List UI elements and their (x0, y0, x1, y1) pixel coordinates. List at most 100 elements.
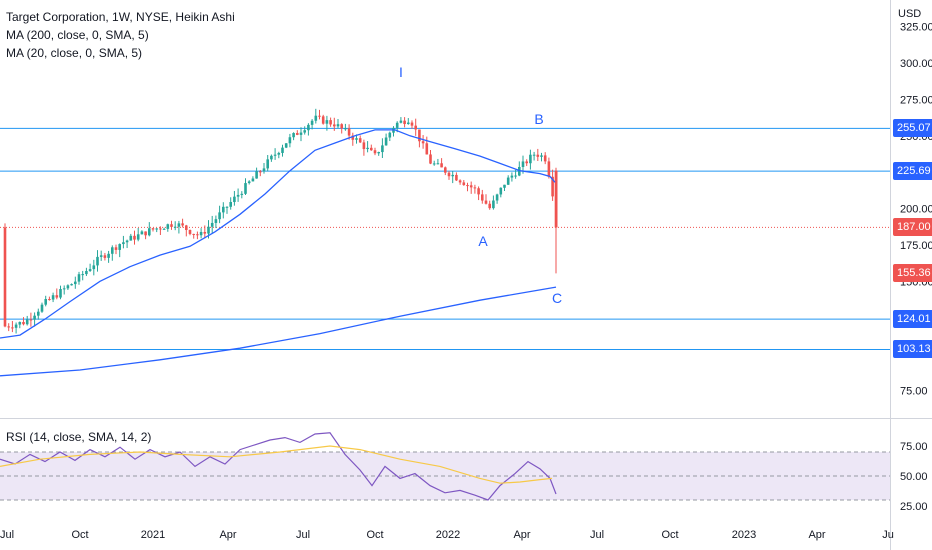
candle-body (525, 161, 528, 164)
rsi-legend: RSI (14, close, SMA, 14, 2) (6, 428, 151, 446)
candle-body (355, 138, 358, 140)
candle-body (540, 155, 543, 157)
candle-body (447, 172, 451, 177)
candle-body (136, 234, 140, 240)
candle-body (255, 171, 258, 179)
candle-body (503, 184, 506, 188)
candle-body (177, 223, 181, 227)
candle-body (532, 154, 536, 156)
wave-label-A: A (478, 233, 488, 249)
candle-body (151, 228, 155, 230)
candle-body (170, 224, 173, 227)
candle-body (321, 116, 325, 124)
candle-body (336, 124, 340, 127)
candle-body (96, 256, 99, 266)
candle-body (155, 228, 158, 230)
candle-body (7, 326, 10, 328)
candle-body (25, 319, 29, 325)
time-tick-label: Ju (882, 529, 894, 541)
candle-body (340, 124, 343, 129)
candle-body (51, 295, 55, 300)
candle-body (329, 120, 332, 125)
candle-body (188, 229, 192, 234)
candle-body (277, 152, 281, 155)
candle-body (62, 288, 66, 290)
candle-body (484, 200, 488, 204)
time-tick-label: Apr (219, 529, 236, 541)
candle-body (37, 311, 40, 316)
candle-body (273, 154, 277, 156)
time-axis[interactable]: Jul Oct 2021 Apr Jul Oct 2022 Apr Jul Oct 2023 Apr J… (0, 520, 894, 550)
time-tick-label: 2021 (141, 529, 165, 541)
pane-separator[interactable] (0, 418, 932, 419)
price-chart-pane[interactable]: I B A C Target Corporation, 1W, NYSE, Heiki… (0, 0, 890, 417)
candle-body (451, 174, 454, 177)
candle-body (466, 185, 469, 187)
ma20-legend[interactable]: MA (20, close, 0, SMA, 5) (6, 46, 143, 60)
candle-body (462, 182, 466, 186)
candle-body (284, 143, 288, 148)
candle-body (407, 122, 410, 125)
candle-body (140, 231, 144, 235)
candle-body (362, 142, 366, 150)
candle-body (162, 228, 166, 230)
candle-body (99, 255, 103, 257)
candle-body (510, 175, 514, 178)
candle-body (14, 324, 18, 328)
candle-body (425, 143, 429, 155)
candle-body (403, 120, 406, 125)
candle-body (81, 274, 84, 276)
candle-body (469, 185, 473, 188)
candle-body (529, 154, 532, 164)
ma20-line (0, 129, 556, 339)
candle-body (436, 163, 440, 165)
rsi-pane[interactable]: RSI (14, close, SMA, 14, 2) (0, 420, 890, 517)
last-candle-body (554, 170, 558, 228)
price-tag: 124.01 (893, 310, 932, 329)
candle-body (429, 154, 432, 164)
candle-body (344, 128, 347, 130)
candle-body (266, 159, 269, 169)
candle-body (55, 295, 59, 298)
candle-body (432, 163, 436, 165)
candle-body (536, 154, 540, 157)
candle-body (488, 203, 491, 209)
candle-body (144, 231, 147, 236)
ma200-line (0, 286, 557, 377)
candle-body (103, 255, 107, 258)
time-tick-label: 2022 (436, 529, 460, 541)
candle-body (240, 193, 244, 195)
candle-body (506, 177, 510, 185)
candle-body (173, 226, 177, 228)
time-tick-label: Apr (513, 529, 530, 541)
candle-body (85, 270, 88, 275)
candle-body (222, 206, 225, 213)
candle-body (114, 247, 118, 250)
price-chart-canvas[interactable]: I B A C (0, 0, 932, 417)
price-tag: 103.13 (893, 340, 932, 359)
candle-body (259, 171, 262, 173)
candle-body (440, 163, 443, 168)
rsi-chart-canvas[interactable] (0, 420, 932, 517)
candle-body (118, 244, 121, 250)
candle-body (133, 235, 136, 240)
candle-body (77, 274, 81, 282)
candle-body (410, 122, 414, 126)
candle-body (129, 235, 133, 241)
candle-body (70, 284, 73, 286)
candle-body (229, 202, 232, 207)
time-tick-label: Apr (808, 529, 825, 541)
price-tag: 187.00 (893, 218, 932, 237)
candle-body (314, 115, 318, 121)
time-tick-label: Jul (0, 529, 14, 541)
candle-body (181, 223, 184, 226)
candle-body (384, 137, 388, 146)
candle-body (366, 147, 369, 150)
ma200-legend[interactable]: MA (200, close, 0, SMA, 5) (6, 28, 149, 42)
rsi-title[interactable]: RSI (14, close, SMA, 14, 2) (6, 430, 152, 444)
candle-body (458, 180, 462, 183)
wave-label-I: I (399, 64, 403, 80)
candle-body (125, 240, 129, 243)
candle-body (358, 138, 362, 143)
candle-body (122, 242, 125, 245)
